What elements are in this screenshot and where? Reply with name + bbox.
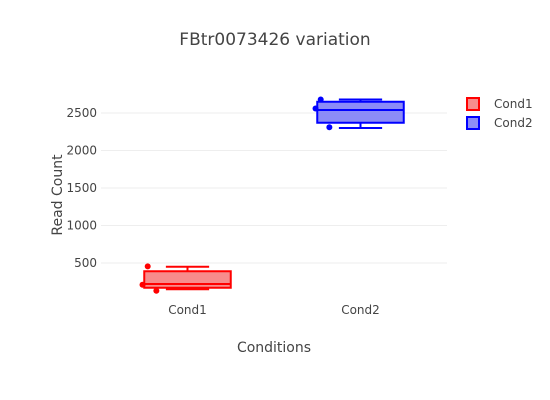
legend-item-cond2[interactable]: Cond2 bbox=[466, 116, 533, 130]
x-tick-label: Cond1 bbox=[168, 303, 207, 317]
y-tick-label: 1500 bbox=[66, 181, 97, 195]
iqr-box bbox=[143, 270, 232, 289]
legend-item-cond1[interactable]: Cond1 bbox=[466, 97, 533, 111]
box-cond2 bbox=[312, 96, 405, 131]
box-series bbox=[139, 96, 405, 294]
y-tick-label: 2500 bbox=[66, 106, 97, 120]
iqr-box bbox=[316, 100, 405, 124]
data-point bbox=[312, 105, 319, 112]
data-point bbox=[153, 287, 160, 294]
chart-title: FBtr0073426 variation bbox=[179, 30, 370, 50]
y-axis-ticks: 500 1000 1500 2000 2500 bbox=[66, 106, 97, 270]
x-axis-ticks: Cond1 Cond2 bbox=[168, 303, 380, 317]
data-point bbox=[139, 281, 146, 288]
x-tick-label: Cond2 bbox=[341, 303, 380, 317]
y-tick-label: 2000 bbox=[66, 144, 97, 158]
data-point bbox=[144, 263, 151, 270]
y-tick-label: 500 bbox=[74, 256, 97, 270]
data-point bbox=[326, 124, 333, 131]
legend-swatch bbox=[466, 116, 480, 130]
y-axis-title: Read Count bbox=[50, 154, 66, 236]
box-cond1 bbox=[139, 263, 232, 294]
y-tick-label: 1000 bbox=[66, 219, 97, 233]
gridlines bbox=[101, 112, 447, 264]
data-point bbox=[317, 96, 324, 103]
legend-label: Cond1 bbox=[494, 97, 533, 111]
legend-label: Cond2 bbox=[494, 116, 533, 130]
x-axis-title: Conditions bbox=[237, 340, 311, 356]
legend-swatch bbox=[466, 97, 480, 111]
legend[interactable]: Cond1 Cond2 bbox=[466, 97, 533, 130]
